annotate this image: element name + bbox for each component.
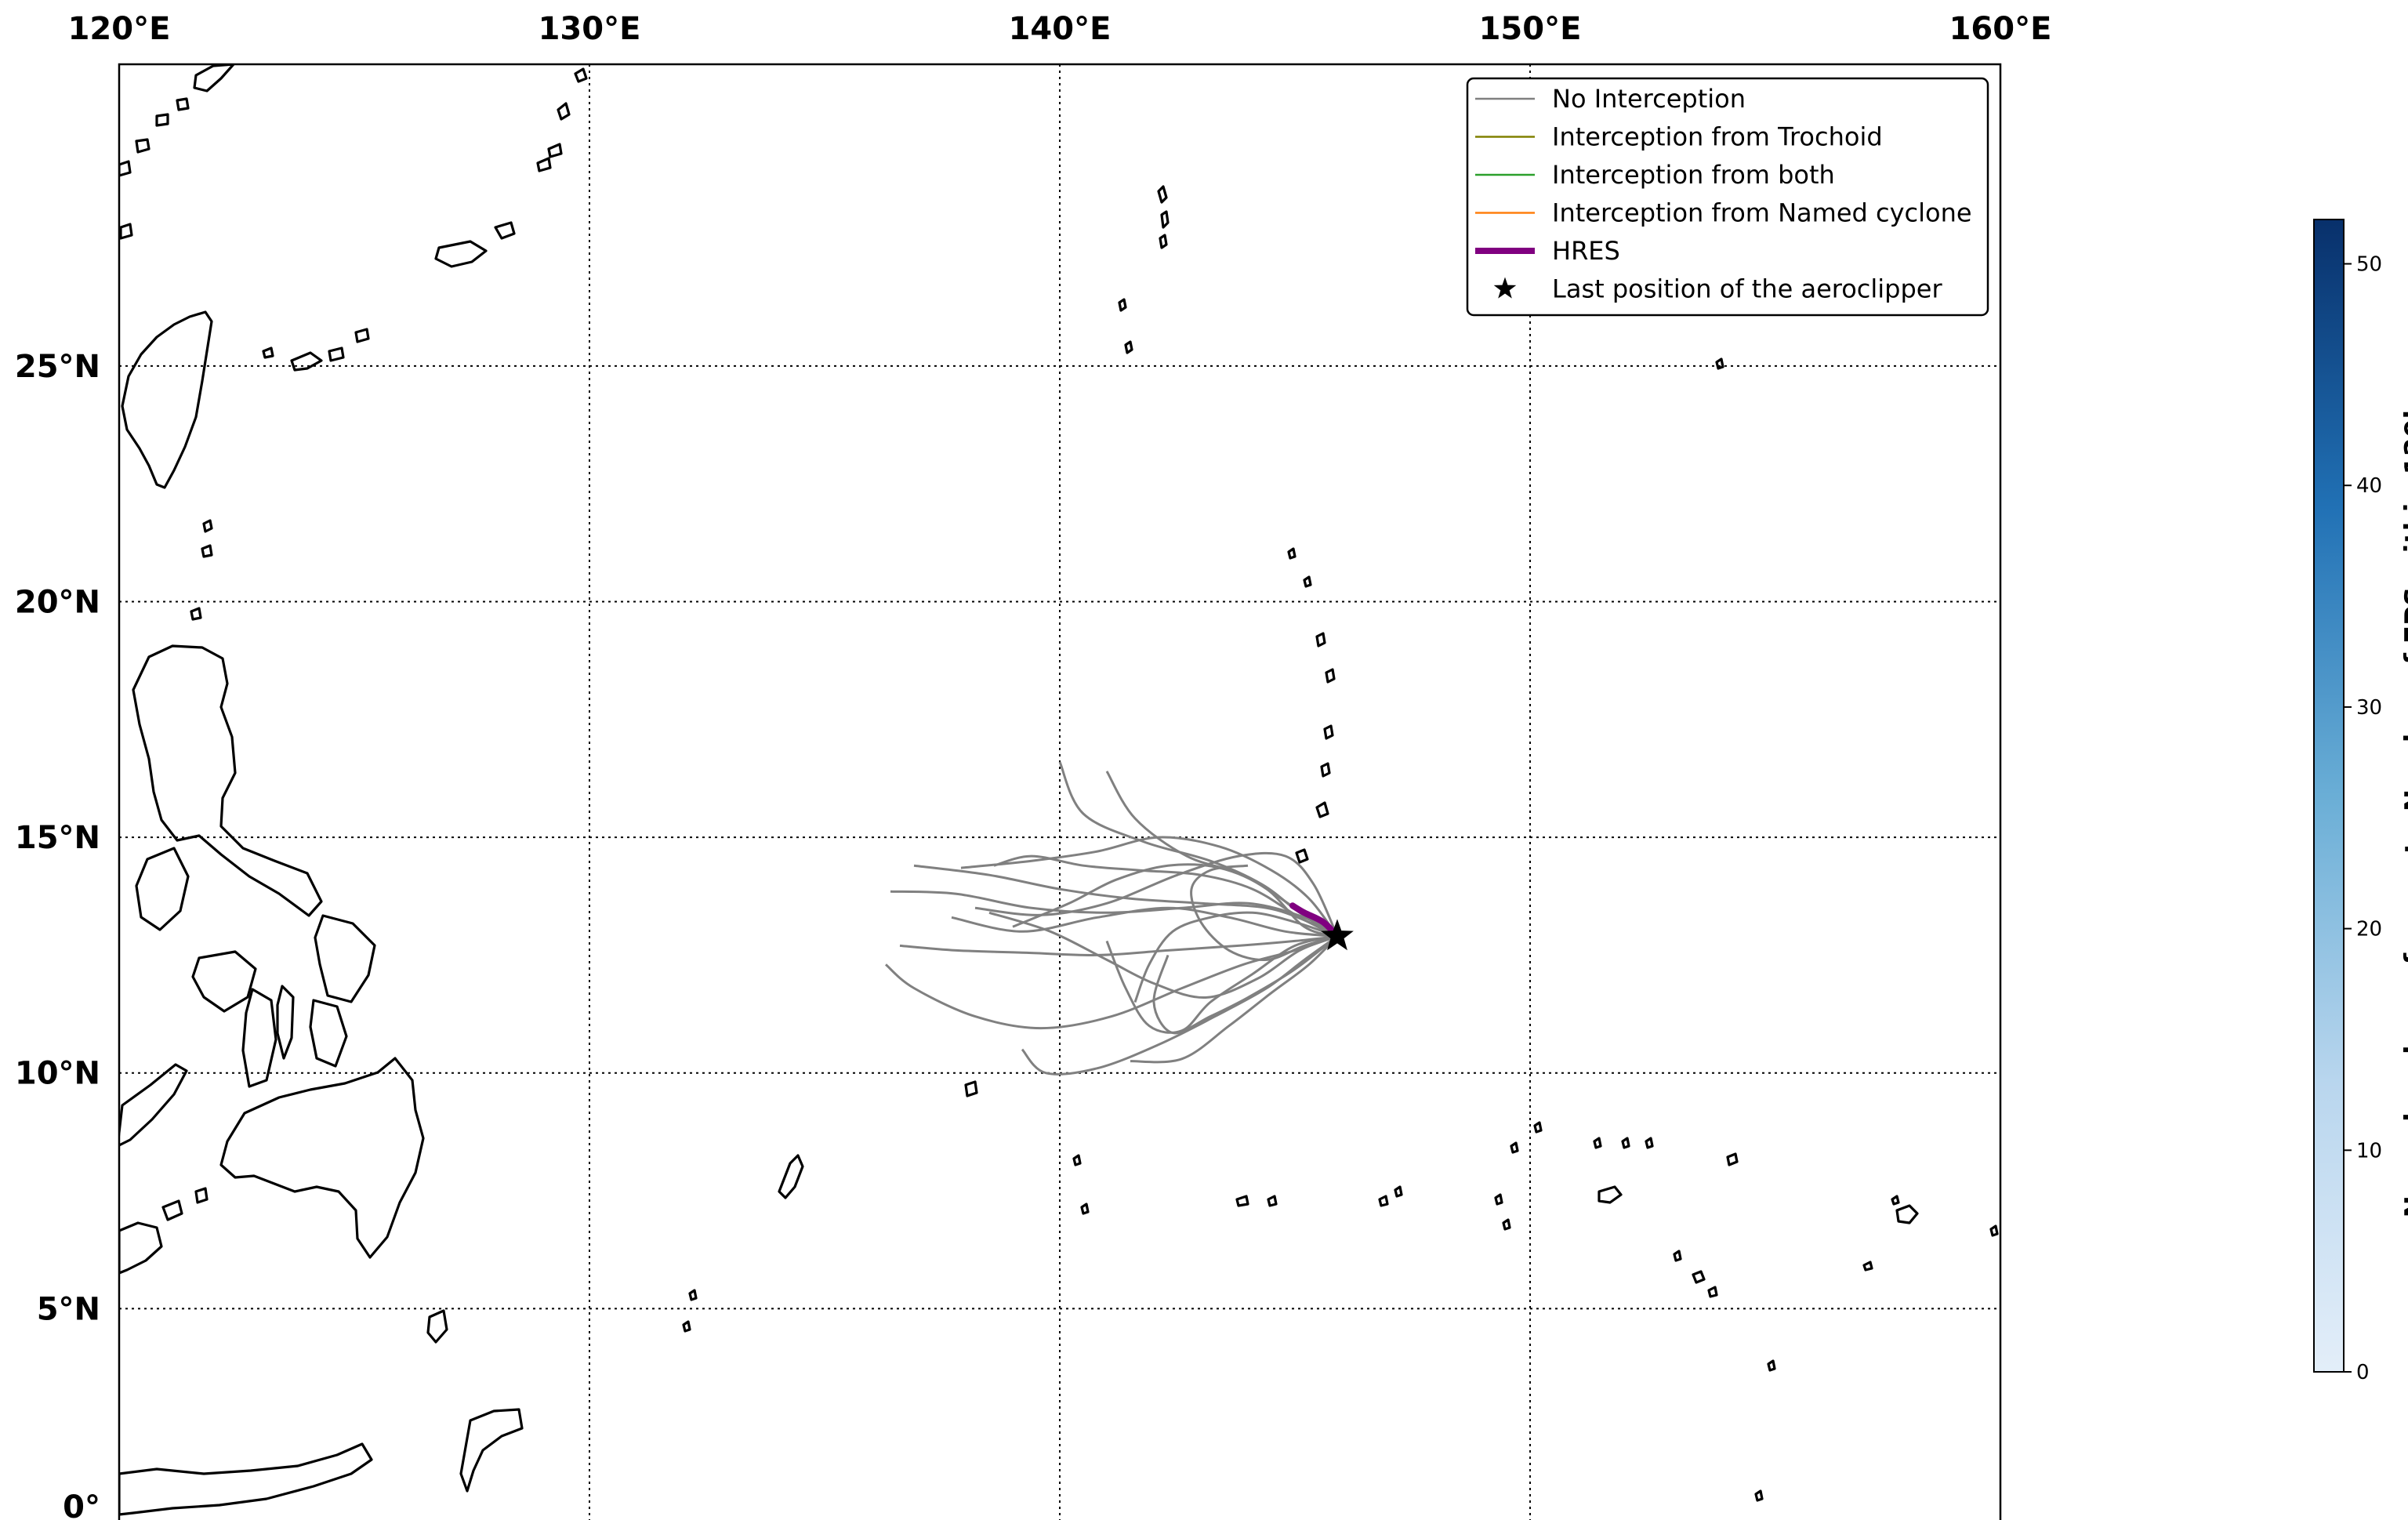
coastline-halmahera [459,1408,524,1493]
legend-item-label: No Interception [1552,84,1746,114]
hres-track [1289,902,1340,940]
coastline-taiwan [121,310,213,489]
colorbar-tick-label: 10 [2356,1139,2382,1163]
coastline-pohnpei [1891,1195,1919,1224]
colorbar-ticks: 0 10 20 30 40 50 [2344,253,2382,1384]
coastline-panay [191,950,257,1013]
lon-tick-label: 160°E [1949,11,2052,47]
eps-tracks [885,761,1339,1076]
lat-tick-label: 5°N [37,1291,100,1327]
lat-tick-label: 15°N [15,820,100,856]
coastline-luzon [132,644,323,917]
coastline-palau [778,1154,804,1199]
coastline-yap [964,1080,1082,1166]
coastline-sulawesi [119,1442,373,1516]
coastline-batanes [190,519,213,621]
coastline-sulu-islands [161,1187,209,1221]
coastline-negros [241,988,277,1088]
colorbar-tick-label: 20 [2356,918,2382,941]
eps-track-no-interception [988,911,1338,999]
coastline-borneo [119,1221,163,1275]
colorbar-tick-label: 30 [2356,696,2382,720]
coastline-cebu [276,985,295,1060]
coastline-palawan [119,1063,188,1147]
eps-track-no-interception [960,836,1339,938]
coastlines [119,64,1999,1516]
eps-track-no-interception [1021,935,1338,1076]
legend: No Interception Interception from Trochoi… [1466,77,1989,317]
coastline-marianas [1287,547,1336,864]
colorbar: 0 10 20 30 40 50 Named cyclones forecast - Nu… [2313,219,2408,1384]
lon-tick-label: 150°E [1479,11,1582,47]
eps-track-no-interception [1190,864,1338,961]
colorbar-tick-label: 0 [2356,1361,2370,1384]
hres-track-group [1289,902,1340,940]
eps-track-no-interception [951,906,1338,938]
latitude-tick-labels: 0° 5°N 10°N 15°N 20°N 25°N [15,349,100,1520]
eps-track-no-interception [1133,911,1338,1003]
eps-track-no-interception [1012,863,1338,938]
colorbar-tick-label: 50 [2356,253,2382,277]
legend-item-label: Last position of the aeroclipper [1552,274,1942,304]
coastline-amami-okinawa [434,67,588,268]
colorbar-tick-label: 40 [2356,474,2382,498]
colorbar-gradient [2313,219,2345,1373]
coastline-leyte [309,999,348,1068]
eps-track-no-interception [1152,935,1338,1035]
coastline-atolls [682,357,1999,1502]
longitude-tick-labels: 120°E 130°E 140°E 150°E 160°E [68,11,2052,47]
legend-item-label: HRES [1552,236,1620,266]
legend-item-label: Interception from both [1552,160,1835,190]
eps-track-no-interception [1105,934,1338,1034]
legend-item-label: Interception from Named cyclone [1552,198,1972,228]
coastline-north-moluccas [426,1309,448,1344]
legend-item-label: Interception from Trochoid [1552,122,1883,152]
lon-tick-label: 130°E [539,11,641,47]
coastline-chuuk [1597,1152,1739,1204]
lon-tick-label: 140°E [1009,11,1112,47]
coastline-mindanao [219,1057,425,1259]
coastline-sakishima [262,328,370,372]
lat-tick-label: 0° [63,1489,100,1520]
eps-track-no-interception [899,934,1338,956]
lat-tick-label: 10°N [15,1056,100,1092]
coastline-ryukyu [119,64,235,240]
legend-star-symbol [1493,277,1517,299]
coastline-samar [314,914,376,1003]
map-frame [118,63,2002,1520]
coastline-mindoro [135,847,190,931]
eps-track-no-interception [993,854,1338,938]
coastline-ogasawara [1118,185,1170,354]
eps-track-no-interception [885,934,1338,1030]
lat-tick-label: 20°N [15,584,100,620]
lon-tick-label: 120°E [68,11,171,47]
last-position-group [1321,919,1354,951]
lat-tick-label: 25°N [15,349,100,385]
colorbar-label: Named cyclones forecast - Number of EPS … [2399,373,2408,1217]
legend-box [1466,77,1989,317]
last-position-star-marker [1321,919,1354,951]
eps-track-no-interception [1130,935,1339,1064]
